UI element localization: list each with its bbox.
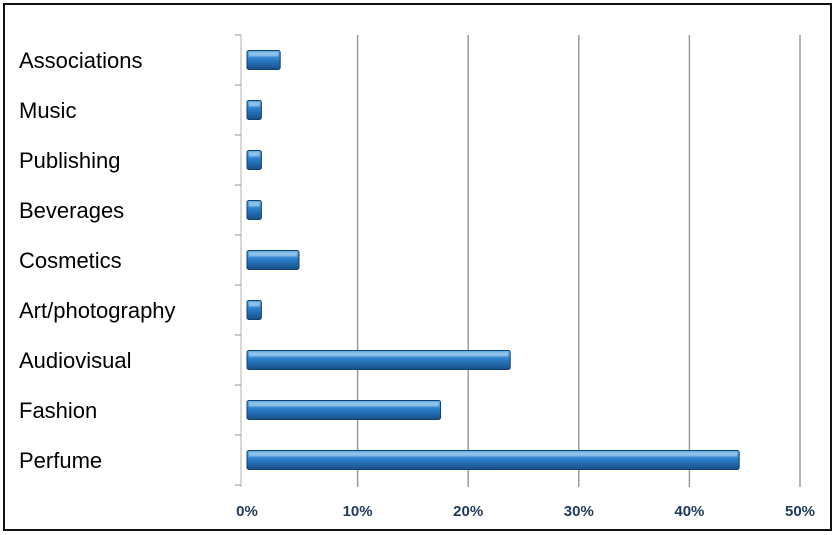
bar-highlight xyxy=(249,352,509,357)
category-label: Art/photography xyxy=(19,298,176,323)
bar-publishing xyxy=(246,150,262,170)
x-tick-label: 20% xyxy=(453,503,483,520)
bar-highlight xyxy=(249,52,279,57)
bar-highlight xyxy=(249,252,297,257)
category-label: Music xyxy=(19,98,76,123)
bar-chart: Associations Music Publishing Beverages Cosm… xyxy=(19,34,815,520)
bars xyxy=(246,50,740,470)
bar-highlight xyxy=(249,402,439,407)
category-axis xyxy=(235,34,242,487)
category-label: Perfume xyxy=(19,448,102,473)
category-label: Fashion xyxy=(19,398,97,423)
bar-perfume xyxy=(246,450,740,470)
x-tick-label: 10% xyxy=(343,503,373,520)
x-tick-labels: 0% 10% 20% 30% 40% 50% xyxy=(236,503,815,520)
x-tick-label: 40% xyxy=(674,503,704,520)
x-tick-label: 0% xyxy=(236,503,258,520)
bar-highlight xyxy=(249,102,260,107)
chart-frame: Associations Music Publishing Beverages Cosm… xyxy=(3,3,832,531)
bar-audiovisual xyxy=(246,350,511,370)
category-label: Audiovisual xyxy=(19,348,132,373)
category-label: Associations xyxy=(19,48,143,73)
bar-music xyxy=(246,100,262,120)
bar-highlight xyxy=(249,152,260,157)
x-tick-label: 50% xyxy=(785,503,815,520)
category-label: Cosmetics xyxy=(19,248,122,273)
category-label: Beverages xyxy=(19,198,124,223)
bar-beverages xyxy=(246,200,262,220)
x-tick-label: 30% xyxy=(564,503,594,520)
bar-associations xyxy=(246,50,281,70)
bar-art-photography xyxy=(246,300,262,320)
bar-highlight xyxy=(249,302,260,307)
category-labels: Associations Music Publishing Beverages Cosm… xyxy=(19,48,176,473)
bar-highlight xyxy=(249,452,738,457)
category-label: Publishing xyxy=(19,148,121,173)
bar-cosmetics xyxy=(246,250,300,270)
bar-fashion xyxy=(246,400,442,420)
bar-highlight xyxy=(249,202,260,207)
